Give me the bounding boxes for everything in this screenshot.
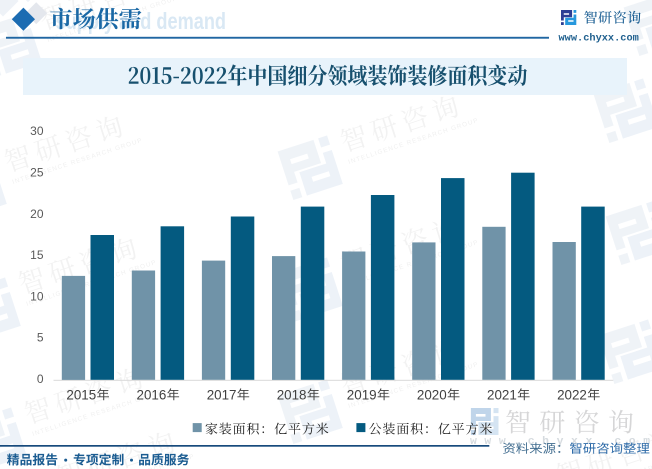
svg-text:2020: 2020 bbox=[417, 387, 447, 402]
svg-text:2015: 2015 bbox=[66, 387, 96, 402]
svg-text:2016: 2016 bbox=[137, 387, 167, 402]
svg-text:2021: 2021 bbox=[487, 387, 517, 402]
svg-text:30: 30 bbox=[30, 124, 44, 138]
svg-text:2019: 2019 bbox=[347, 387, 377, 402]
svg-text:15: 15 bbox=[30, 248, 44, 262]
svg-text:10: 10 bbox=[30, 289, 44, 303]
svg-text:20: 20 bbox=[30, 207, 44, 221]
svg-text:2018: 2018 bbox=[277, 387, 307, 402]
svg-text:25: 25 bbox=[30, 166, 44, 180]
svg-text:5: 5 bbox=[37, 331, 44, 345]
svg-text:www.chyxx.com: www.chyxx.com bbox=[559, 32, 639, 44]
svg-text:0: 0 bbox=[37, 372, 44, 386]
svg-text:2022: 2022 bbox=[557, 387, 587, 402]
svg-text:2017: 2017 bbox=[207, 387, 237, 402]
